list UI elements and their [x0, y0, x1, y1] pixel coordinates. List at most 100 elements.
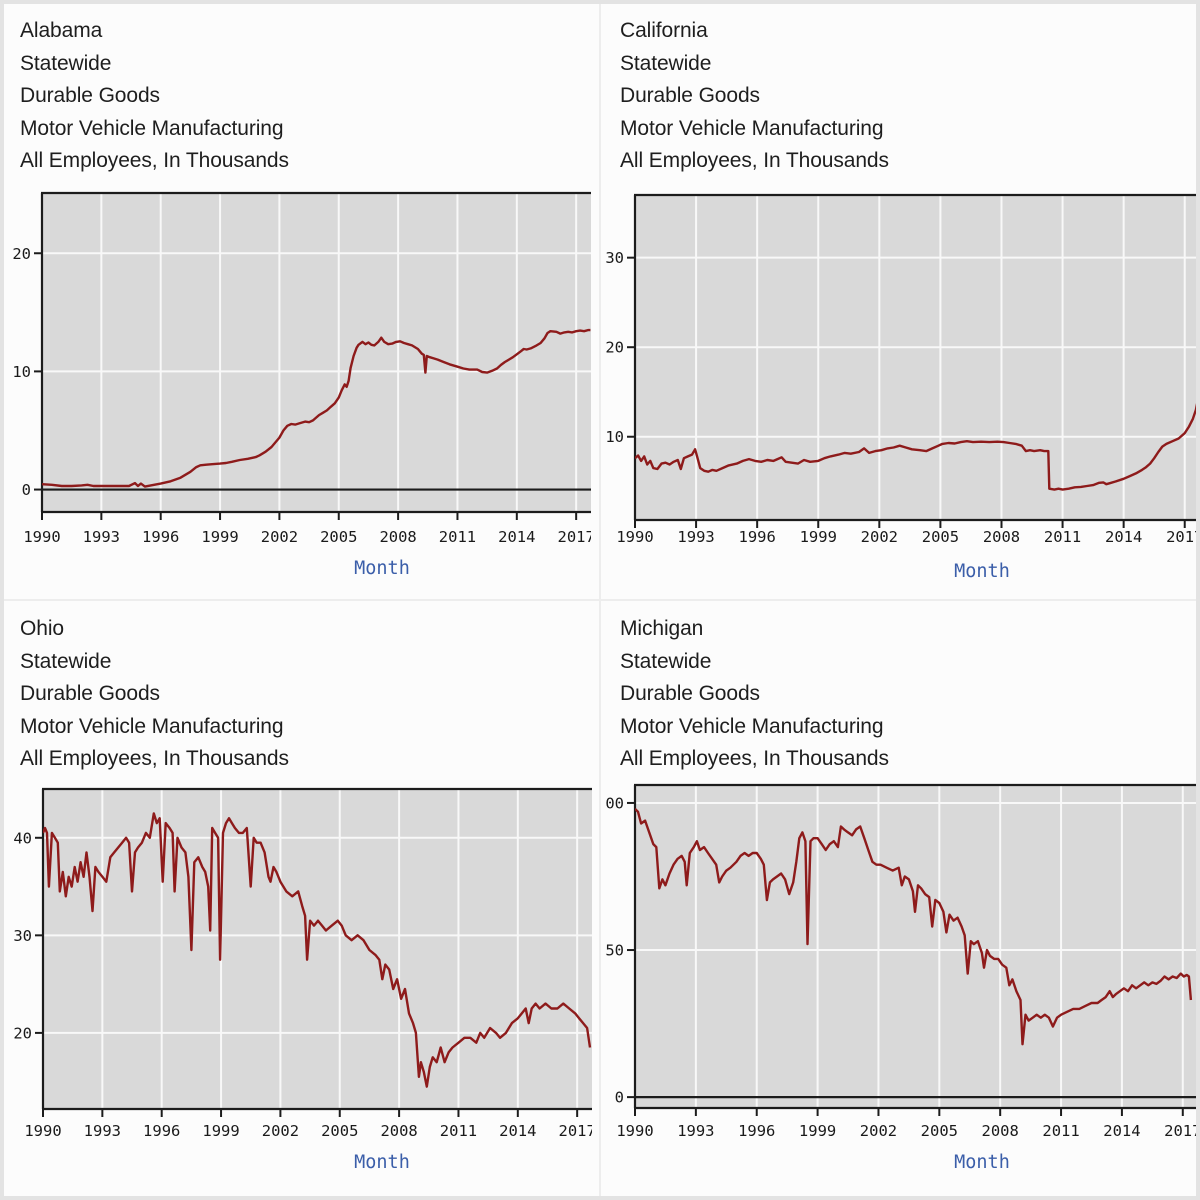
x-axis-label: Month: [354, 558, 410, 579]
y-tick-label: 20: [12, 245, 31, 263]
x-tick-label: 1993: [83, 528, 120, 546]
x-tick-label: 1990: [616, 1122, 653, 1140]
x-tick-label: 1993: [677, 528, 714, 546]
x-tick-label: 2002: [861, 528, 898, 546]
chart-title-line: Durable Goods: [620, 84, 760, 107]
chart-canvas-ohio: 1990 1993 1996 1999 2002 2005 2008 2011 2014 2017…: [0, 600, 592, 1200]
y-tick-label: 10: [605, 428, 624, 446]
x-tick-label: 2017: [558, 1122, 592, 1140]
x-tick-label: 2011: [1044, 528, 1081, 546]
chart-canvas-michigan: 1990 1993 1996 1999 2002 2005 2008 2011 2014 2017…: [600, 600, 1200, 1200]
chart-title-line: Durable Goods: [620, 682, 760, 705]
y-tick-label: 20: [605, 339, 624, 357]
chart-title-line: Statewide: [620, 649, 712, 673]
chart-title-line: Statewide: [20, 51, 112, 75]
x-tick-label: 1999: [201, 528, 238, 546]
y-tick-label: 0: [22, 481, 31, 499]
x-tick-label: 2008: [982, 1122, 1019, 1140]
x-tick-label: 1990: [24, 1122, 61, 1140]
x-tick-label: 2011: [439, 528, 476, 546]
x-tick-label: 2011: [1042, 1122, 1079, 1140]
y-tick-label: 10: [12, 363, 31, 381]
chart-title-line: Ohio: [20, 617, 64, 640]
line-chart-california: 1990 1993 1996 1999 2002 2005 2008 2011 2014 2017…: [605, 193, 1200, 582]
chart-title-line: Motor Vehicle Manufacturing: [20, 714, 284, 738]
chart-title-line: All Employees, In Thousands: [620, 747, 889, 770]
x-tick-label: 2005: [922, 528, 959, 546]
x-tick-label: 2014: [1103, 1122, 1140, 1140]
x-tick-label: 1996: [738, 1122, 775, 1140]
chart-panel-alabama: Alabama Statewide Durable Goods Motor Vehic…: [0, 0, 600, 600]
employment-series-line-michigan: [635, 807, 1193, 1046]
x-tick-label: 2005: [921, 1122, 958, 1140]
x-tick-label: 1993: [84, 1122, 121, 1140]
chart-title-line: All Employees, In Thousands: [620, 149, 889, 172]
x-axis-label: Month: [354, 1152, 410, 1173]
x-tick-label: 1996: [143, 1122, 180, 1140]
chart-title-line: Durable Goods: [20, 682, 160, 705]
y-tick-label: 0: [615, 1089, 624, 1107]
plot-area: [42, 193, 591, 512]
x-tick-label: 1990: [616, 528, 653, 546]
x-tick-label: 1990: [23, 528, 60, 546]
chart-title-line: Motor Vehicle Manufacturing: [20, 116, 284, 140]
chart-title-line: Statewide: [620, 51, 712, 75]
x-tick-label: 2017: [1164, 1122, 1200, 1140]
chart-title-line: Motor Vehicle Manufacturing: [620, 714, 884, 738]
plot-area: [635, 195, 1200, 520]
x-tick-label: 2002: [262, 1122, 299, 1140]
x-tick-label: 1996: [142, 528, 179, 546]
y-tick-label: 30: [13, 927, 32, 945]
chart-title-line: All Employees, In Thousands: [20, 747, 289, 770]
x-tick-label: 2008: [379, 528, 416, 546]
x-axis-label: Month: [954, 1152, 1010, 1173]
chart-title-line: California: [620, 19, 708, 42]
y-tick-label: 40: [13, 829, 32, 847]
x-tick-label: 2002: [261, 528, 298, 546]
chart-title-block-michigan: Michigan Statewide Durable Goods Motor Vehi…: [620, 613, 889, 776]
x-tick-label: 2014: [1105, 528, 1142, 546]
chart-panel-california: California Statewide Durable Goods Motor Ve…: [600, 0, 1200, 600]
chart-canvas-alabama: 1990 1993 1996 1999 2002 2005 2008 2011 2014 2017…: [0, 0, 591, 600]
x-tick-label: 2017: [557, 528, 591, 546]
x-tick-label: 2002: [860, 1122, 897, 1140]
chart-title-line: All Employees, In Thousands: [20, 149, 289, 172]
x-tick-label: 2017: [1166, 528, 1200, 546]
x-tick-label: 1999: [799, 1122, 836, 1140]
y-tick-label: 20: [13, 1024, 32, 1042]
chart-title-block-california: California Statewide Durable Goods Motor Ve…: [620, 15, 889, 178]
x-tick-label: 2008: [380, 1122, 417, 1140]
x-tick-label: 2011: [440, 1122, 477, 1140]
chart-panel-michigan: Michigan Statewide Durable Goods Motor Vehi…: [600, 600, 1200, 1200]
chart-title-line: Durable Goods: [20, 84, 160, 107]
chart-canvas-california: 1990 1993 1996 1999 2002 2005 2008 2011 2014 2017…: [600, 0, 1200, 600]
chart-title-line: Motor Vehicle Manufacturing: [620, 116, 884, 140]
y-tick-label: 50: [605, 942, 624, 960]
y-tick-label: 00: [605, 794, 624, 812]
chart-title-block-alabama: Alabama Statewide Durable Goods Motor Vehic…: [20, 15, 289, 178]
employment-series-line-california: [635, 393, 1200, 491]
x-tick-label: 2014: [499, 1122, 536, 1140]
x-tick-label: 1996: [738, 528, 775, 546]
x-tick-label: 2008: [983, 528, 1020, 546]
chart-panel-ohio: Ohio Statewide Durable Goods Motor Vehicle …: [0, 600, 600, 1200]
x-tick-label: 2014: [498, 528, 535, 546]
plot-area: [43, 789, 592, 1109]
x-axis-label: Month: [954, 561, 1010, 582]
x-tick-label: 2005: [321, 1122, 358, 1140]
chart-title-block-ohio: Ohio Statewide Durable Goods Motor Vehicle …: [20, 613, 289, 776]
y-tick-label: 30: [605, 249, 624, 267]
employment-series-line-ohio: [43, 812, 592, 1088]
x-tick-label: 1993: [677, 1122, 714, 1140]
employment-series-line-alabama: [42, 328, 591, 488]
chart-title-line: Statewide: [20, 649, 112, 673]
x-tick-label: 1999: [202, 1122, 239, 1140]
plot-area: [635, 785, 1198, 1108]
x-tick-label: 1999: [800, 528, 837, 546]
line-chart-ohio: 1990 1993 1996 1999 2002 2005 2008 2011 2014 2017…: [13, 787, 592, 1173]
line-chart-alabama: 1990 1993 1996 1999 2002 2005 2008 2011 2014 2017…: [12, 191, 591, 579]
x-tick-label: 2005: [320, 528, 357, 546]
chart-title-line: Michigan: [620, 617, 704, 640]
line-chart-michigan: 1990 1993 1996 1999 2002 2005 2008 2011 2014 2017…: [605, 783, 1200, 1173]
